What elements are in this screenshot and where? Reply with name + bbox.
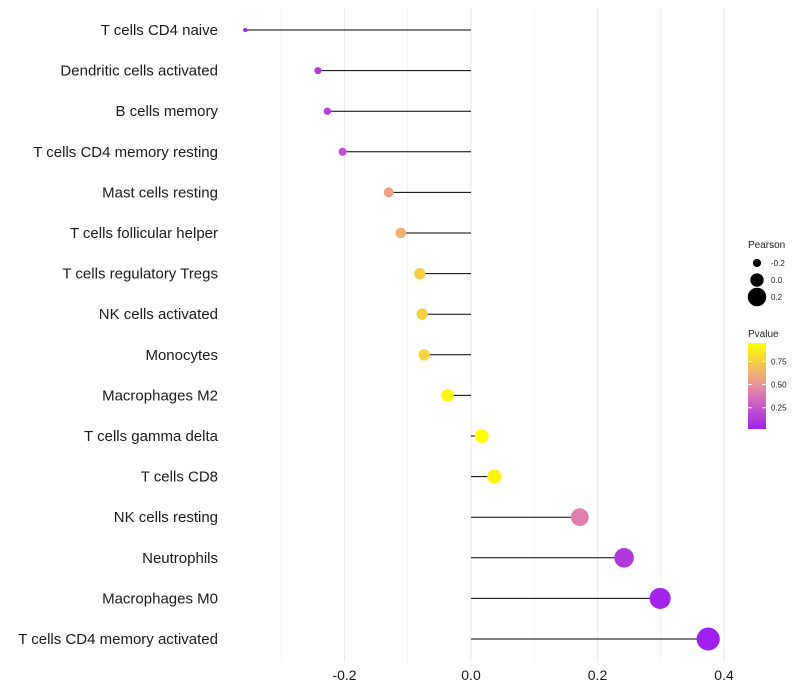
data-point [649,587,671,609]
colorbar-tick-label: 0.50 [771,381,787,390]
category-label: Dendritic cells activated [60,63,218,80]
stems [245,29,709,640]
data-point [323,107,332,115]
data-point [414,267,426,280]
x-axis-tick-labels: -0.2 0.0 0.2 0.4 [332,667,734,683]
data-point [383,187,394,198]
data-point [696,627,720,651]
category-label: Neutrophils [142,550,218,567]
data-point [487,469,502,484]
data-point [570,508,589,527]
x-tick-label: 0.2 [588,667,608,683]
category-label: T cells gamma delta [84,428,219,445]
category-label: T cells CD4 memory resting [33,144,218,161]
legend-size-label: 0.2 [771,293,783,302]
category-label: Monocytes [145,347,218,364]
category-labels: T cells CD4 naive Dendritic cells activat… [18,22,218,648]
category-label: Macrophages M0 [102,590,218,607]
legend-colorbar-ticks: 0.25 0.50 0.75 [748,357,787,413]
legend: Pearson -0.2 0.0 0.2 Pvalue 0.25 0.50 0.75 [747,240,787,429]
legend-size-keys: -0.2 0.0 0.2 [747,258,785,307]
category-label: T cells follicular helper [70,225,218,242]
data-point [416,308,428,320]
data-point [614,547,634,568]
legend-size-dot [752,258,762,268]
category-label: Macrophages M2 [102,387,218,404]
category-label: Mast cells resting [102,184,218,201]
legend-colorbar [748,343,766,429]
data-point [338,147,347,156]
legend-size-dot [750,273,764,287]
data-point [418,349,430,361]
data-point [474,429,489,443]
category-label: T cells CD4 memory activated [18,631,218,648]
colorbar-tick-label: 0.75 [771,357,787,366]
data-point [395,227,407,239]
legend-color-title: Pvalue [748,329,779,340]
category-label: B cells memory [115,103,218,120]
x-tick-label: 0.4 [714,667,734,683]
data-point [441,389,454,402]
grid-lines [280,8,725,662]
data-point [243,27,248,33]
x-tick-label: -0.2 [332,667,356,683]
category-label: T cells CD4 naive [101,22,218,39]
legend-size-dot [747,287,767,307]
x-tick-label: 0.0 [461,667,481,683]
category-label: T cells regulatory Tregs [62,266,218,283]
legend-size-title: Pearson [748,240,785,251]
category-label: NK cells activated [99,306,218,323]
legend-size-label: -0.2 [771,259,785,268]
legend-size-label: 0.0 [771,276,783,285]
colorbar-tick-label: 0.25 [771,404,787,413]
points [243,27,720,651]
data-point [314,67,322,75]
category-label: T cells CD8 [141,469,218,486]
category-label: NK cells resting [114,509,218,526]
